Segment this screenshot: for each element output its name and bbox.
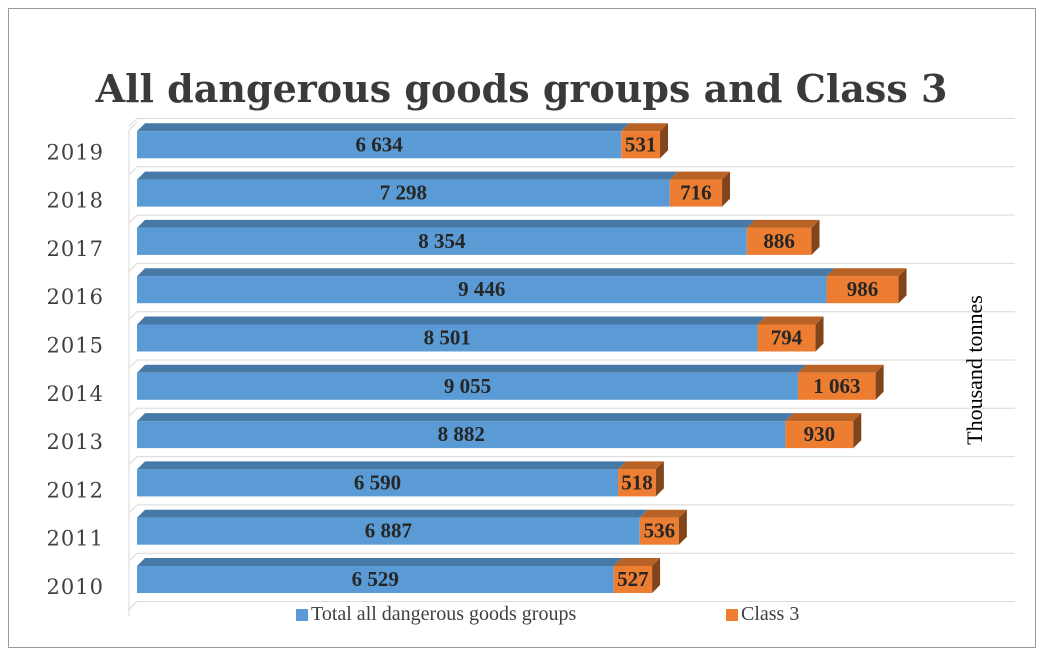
bar-total-top: [137, 509, 648, 518]
y-tick-label: 2010: [47, 575, 104, 599]
y-tick-label: 2018: [47, 189, 104, 213]
data-label-class3: 536: [644, 519, 676, 543]
data-label-class3: 716: [680, 181, 712, 205]
grid-diagonal: [128, 456, 138, 465]
bar-total: [137, 324, 758, 352]
bar-total-top: [137, 171, 678, 180]
bar-total: [137, 566, 614, 593]
bar-total: [137, 517, 640, 545]
bar-class3-top: [826, 268, 907, 277]
bar-class3-top: [621, 123, 669, 132]
legend-label-total: Total all dangerous goods groups: [311, 603, 576, 625]
grid-diagonal: [128, 359, 138, 369]
data-label-total: 9 055: [444, 374, 491, 398]
grid-diagonal: [128, 263, 138, 272]
grid-diagonal: [128, 166, 138, 176]
data-label-class3: 794: [771, 326, 803, 350]
y-tick-label: 2011: [47, 527, 104, 551]
bar-class3-top: [618, 461, 664, 470]
bar-class3: [618, 469, 656, 497]
bar-class3-side: [722, 171, 731, 207]
grid-diagonal: [128, 552, 138, 562]
data-label-total: 7 298: [380, 181, 427, 205]
bar-class3-side: [898, 268, 907, 304]
data-label-total: 9 446: [458, 277, 505, 301]
bar-class3-side: [652, 558, 661, 593]
data-label-class3: 527: [617, 567, 649, 591]
data-label-class3: 930: [804, 422, 836, 446]
bar-class3-side: [811, 219, 820, 255]
data-label-total: 6 529: [352, 567, 399, 591]
bar-class3: [669, 179, 723, 207]
bar-class3: [639, 517, 679, 545]
bar-total: [137, 227, 747, 255]
grid-diagonal: [128, 118, 138, 127]
y-tick-label: 2019: [47, 140, 104, 164]
data-label-class3: 1 063: [813, 374, 860, 398]
y-tick-label: 2015: [47, 334, 104, 358]
grid-diagonal: [128, 504, 138, 514]
bar-class3-top: [746, 219, 820, 228]
bar-class3: [826, 276, 899, 304]
bar-total: [137, 421, 786, 449]
bar-total: [137, 469, 619, 497]
bar-total-top: [137, 219, 755, 228]
legend-swatch-class3: [726, 609, 738, 621]
bar-class3: [621, 131, 661, 159]
bar-class3: [613, 566, 653, 593]
bar-class3-side: [655, 461, 664, 497]
bar-class3-side: [660, 123, 669, 159]
bar-class3-side: [853, 413, 862, 449]
bar-total: [137, 179, 670, 207]
grid-diagonal: [128, 601, 138, 610]
bar-class3-top: [613, 558, 661, 566]
axis-corner: [128, 121, 138, 131]
y-tick-label: 2016: [47, 285, 104, 309]
grid-diagonal: [128, 407, 138, 417]
bar-class3: [785, 421, 854, 449]
bar-class3: [757, 324, 816, 352]
data-label-class3: 531: [625, 132, 657, 156]
data-label-class3: 518: [621, 470, 653, 494]
bar-class3: [798, 372, 876, 400]
bar-total: [137, 372, 799, 400]
y-tick-label: 2012: [47, 478, 104, 502]
data-label-total: 8 354: [418, 229, 466, 253]
chart-title: All dangerous goods groups and Class 3: [95, 66, 948, 111]
bar-total-top: [137, 558, 622, 566]
bar-class3-top: [639, 509, 687, 518]
data-label-total: 6 887: [365, 519, 412, 543]
data-label-total: 8 882: [438, 422, 485, 446]
y-tick-label: 2013: [47, 430, 104, 454]
bar-class3-side: [875, 364, 884, 400]
bar-total-top: [137, 316, 766, 325]
unit-axis-label: Thousand tonnes: [962, 295, 987, 445]
bar-total-top: [137, 364, 807, 373]
bar-class3-top: [757, 316, 824, 325]
bar-total-top: [137, 268, 835, 277]
data-label-total: 6 590: [354, 470, 401, 494]
bar-total-top: [137, 461, 627, 470]
bar-class3: [746, 227, 812, 255]
grid-diagonal: [128, 214, 138, 224]
bar-class3-top: [669, 171, 731, 180]
y-tick-label: 2014: [47, 382, 104, 406]
bar-total-top: [137, 123, 630, 132]
legend-swatch-total: [296, 609, 308, 621]
grid-diagonal: [128, 311, 138, 321]
legend-label-class3: Class 3: [741, 603, 799, 625]
data-label-total: 6 634: [356, 132, 404, 156]
data-label-class3: 986: [847, 277, 879, 301]
data-label-class3: 886: [763, 229, 795, 253]
data-label-total: 8 501: [424, 326, 471, 350]
y-tick-label: 2017: [47, 237, 104, 261]
bar-class3-side: [815, 316, 824, 352]
bar-class3-top: [785, 413, 862, 422]
bar-class3-side: [678, 509, 687, 545]
bar-total: [137, 131, 622, 159]
bar-total-top: [137, 413, 794, 422]
bar-class3-top: [798, 364, 884, 373]
bar-total: [137, 276, 827, 304]
